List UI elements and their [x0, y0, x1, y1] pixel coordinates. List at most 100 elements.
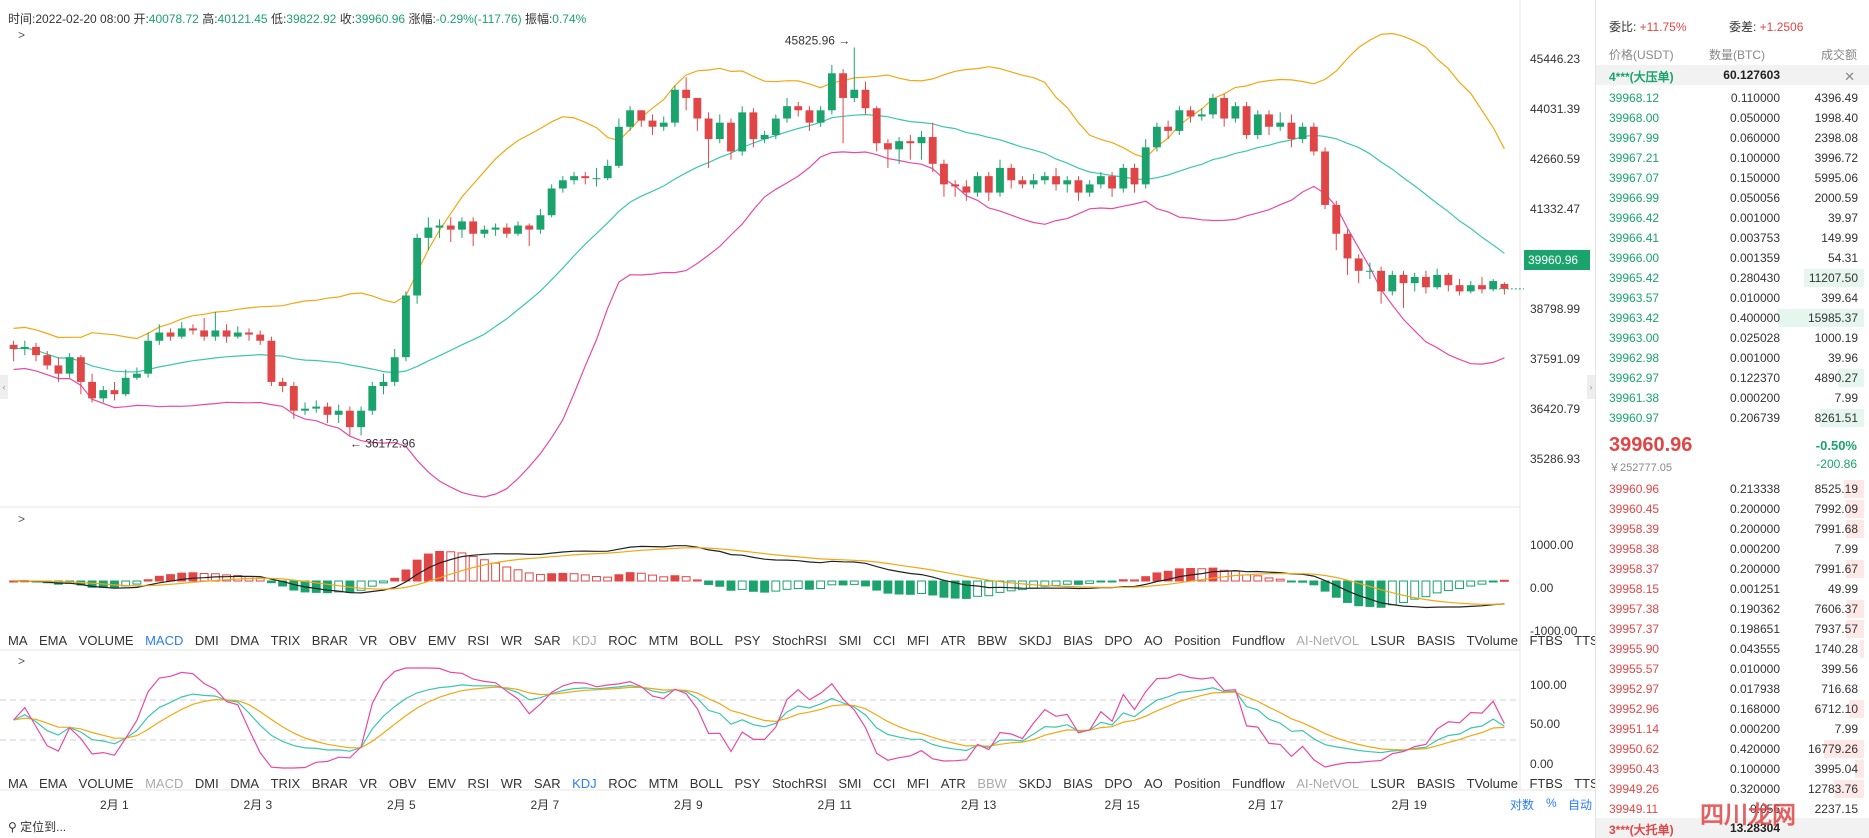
tab-lsur[interactable]: LSUR — [1370, 633, 1406, 648]
tab-sar[interactable]: SAR — [533, 633, 561, 648]
tab-fundflow[interactable]: Fundflow — [1232, 776, 1285, 791]
tab-basis[interactable]: BASIS — [1416, 776, 1456, 791]
osc-expand-chevron-icon[interactable]: > — [18, 654, 26, 668]
tab-stochrsi[interactable]: StochRSI — [771, 633, 827, 648]
bid-row[interactable]: 39957.38 0.190362 7606.37 — [1596, 599, 1869, 619]
close-icon[interactable]: ✕ — [1844, 69, 1855, 84]
bid-row[interactable]: 39952.97 0.017938 716.68 — [1596, 679, 1869, 699]
scroll-left-handle-icon[interactable]: ‹ — [0, 375, 8, 399]
bid-row[interactable]: 39958.15 0.001251 49.99 — [1596, 579, 1869, 599]
bid-row[interactable]: 39951.14 0.000200 7.99 — [1596, 719, 1869, 739]
tab-dmi[interactable]: DMI — [194, 776, 219, 791]
tab-roc[interactable]: ROC — [608, 776, 638, 791]
tab-emv[interactable]: EMV — [427, 633, 457, 648]
tab-obv[interactable]: OBV — [388, 776, 417, 791]
tab-bias[interactable]: BIAS — [1063, 776, 1093, 791]
tab-dmi[interactable]: DMI — [194, 633, 219, 648]
bid-row[interactable]: 39957.37 0.198651 7937.57 — [1596, 619, 1869, 639]
tab-skdj[interactable]: SKDJ — [1018, 776, 1052, 791]
tab-rsi[interactable]: RSI — [467, 633, 490, 648]
ask-row[interactable]: 39967.99 0.060000 2398.08 — [1596, 128, 1869, 148]
tab-vr[interactable]: VR — [359, 776, 378, 791]
scroll-right-handle-icon[interactable]: › — [1587, 375, 1595, 399]
ask-row[interactable]: 39965.42 0.280430 11207.50 — [1596, 268, 1869, 288]
tab-brar[interactable]: BRAR — [311, 776, 348, 791]
bid-row[interactable]: 39950.62 0.420000 16779.26 — [1596, 739, 1869, 759]
ask-row[interactable]: 39968.00 0.050000 1998.40 — [1596, 108, 1869, 128]
main-expand-chevron-icon[interactable]: > — [18, 28, 26, 42]
tab-dpo[interactable]: DPO — [1104, 776, 1133, 791]
bid-row[interactable]: 39950.43 0.100000 3995.04 — [1596, 759, 1869, 779]
bid-row[interactable]: 39952.96 0.168000 6712.10 — [1596, 699, 1869, 719]
tab-volume[interactable]: VOLUME — [78, 776, 134, 791]
ask-row[interactable]: 39966.99 0.050056 2000.59 — [1596, 188, 1869, 208]
tab-ftbs[interactable]: FTBS — [1529, 633, 1563, 648]
tab-psy[interactable]: PSY — [734, 776, 761, 791]
big-bid-order[interactable]: 3***(大托单) 13.28304 — [1596, 818, 1869, 838]
tab-basis[interactable]: BASIS — [1416, 633, 1456, 648]
tab-ai-netvol[interactable]: AI-NetVOL — [1296, 633, 1360, 648]
tab-macd[interactable]: MACD — [145, 776, 184, 791]
tab-boll[interactable]: BOLL — [689, 633, 723, 648]
tab-lsur[interactable]: LSUR — [1370, 776, 1406, 791]
tab-vr[interactable]: VR — [359, 633, 378, 648]
ask-row[interactable]: 39967.07 0.150000 5995.06 — [1596, 168, 1869, 188]
tab-ao[interactable]: AO — [1143, 633, 1163, 648]
bid-row[interactable]: 39949.11 0.056 2237.15 — [1596, 799, 1869, 819]
tab-volume[interactable]: VOLUME — [78, 633, 134, 648]
tab-ma[interactable]: MA — [8, 776, 28, 791]
tab-bbw[interactable]: BBW — [977, 633, 1007, 648]
bid-row[interactable]: 39955.90 0.043555 1740.28 — [1596, 639, 1869, 659]
tab-roc[interactable]: ROC — [608, 633, 638, 648]
ask-row[interactable]: 39961.38 0.000200 7.99 — [1596, 388, 1869, 408]
tab-bbw[interactable]: BBW — [977, 776, 1007, 791]
ask-row[interactable]: 39966.00 0.001359 54.31 — [1596, 248, 1869, 268]
tab-mtm[interactable]: MTM — [648, 776, 679, 791]
tab-macd[interactable]: MACD — [145, 633, 184, 648]
ask-row[interactable]: 39962.97 0.122370 4890.27 — [1596, 368, 1869, 388]
bid-row[interactable]: 39958.38 0.000200 7.99 — [1596, 539, 1869, 559]
bid-row[interactable]: 39958.37 0.200000 7991.67 — [1596, 559, 1869, 579]
bid-row[interactable]: 39955.57 0.010000 399.56 — [1596, 659, 1869, 679]
scale-toggle-1[interactable]: % — [1546, 796, 1557, 810]
bid-row[interactable]: 39960.45 0.200000 7992.09 — [1596, 499, 1869, 519]
tab-smi[interactable]: SMI — [838, 776, 862, 791]
tab-mfi[interactable]: MFI — [906, 776, 930, 791]
bid-row[interactable]: 39960.96 0.213338 8525.19 — [1596, 479, 1869, 499]
tab-fundflow[interactable]: Fundflow — [1232, 633, 1285, 648]
tab-sar[interactable]: SAR — [533, 776, 561, 791]
chart-area[interactable]: 45825.96 → ← 36172.96 时间:2022-02-20 08:00… — [0, 0, 1699, 838]
tab-wr[interactable]: WR — [500, 776, 523, 791]
tab-position[interactable]: Position — [1174, 776, 1221, 791]
ask-row[interactable]: 39960.97 0.206739 8261.51 — [1596, 408, 1869, 428]
tab-tvolume[interactable]: TVolume — [1466, 633, 1518, 648]
ask-row[interactable]: 39962.98 0.001000 39.96 — [1596, 348, 1869, 368]
locate-button[interactable]: ⚲ 定位到... — [8, 818, 66, 835]
tab-ftbs[interactable]: FTBS — [1529, 776, 1563, 791]
tab-ma[interactable]: MA — [8, 633, 28, 648]
ask-row[interactable]: 39967.21 0.100000 3996.72 — [1596, 148, 1869, 168]
tab-kdj[interactable]: KDJ — [572, 633, 597, 648]
ask-row[interactable]: 39963.00 0.025028 1000.19 — [1596, 328, 1869, 348]
tab-mtm[interactable]: MTM — [648, 633, 679, 648]
tab-atr[interactable]: ATR — [940, 633, 966, 648]
macd-expand-chevron-icon[interactable]: > — [18, 512, 26, 526]
tab-ai-netvol[interactable]: AI-NetVOL — [1296, 776, 1360, 791]
tab-dpo[interactable]: DPO — [1104, 633, 1133, 648]
ask-row[interactable]: 39963.42 0.400000 15985.37 — [1596, 308, 1869, 328]
bid-row[interactable]: 39949.26 0.320000 12783.76 — [1596, 779, 1869, 799]
tab-atr[interactable]: ATR — [940, 776, 966, 791]
tab-dma[interactable]: DMA — [230, 633, 260, 648]
tab-trix[interactable]: TRIX — [270, 633, 301, 648]
scale-toggle-0[interactable]: 对数 — [1510, 798, 1535, 812]
tab-dma[interactable]: DMA — [230, 776, 260, 791]
ask-row[interactable]: 39966.41 0.003753 149.99 — [1596, 228, 1869, 248]
tab-skdj[interactable]: SKDJ — [1018, 633, 1052, 648]
tab-ema[interactable]: EMA — [39, 776, 68, 791]
big-ask-order[interactable]: 4***(大压单) 60.127603 — [1596, 65, 1869, 85]
scale-toggle-2[interactable]: 自动 — [1568, 798, 1593, 812]
tab-rsi[interactable]: RSI — [467, 776, 490, 791]
tab-psy[interactable]: PSY — [734, 633, 761, 648]
tab-stochrsi[interactable]: StochRSI — [771, 776, 827, 791]
bid-row[interactable]: 39958.39 0.200000 7991.68 — [1596, 519, 1869, 539]
